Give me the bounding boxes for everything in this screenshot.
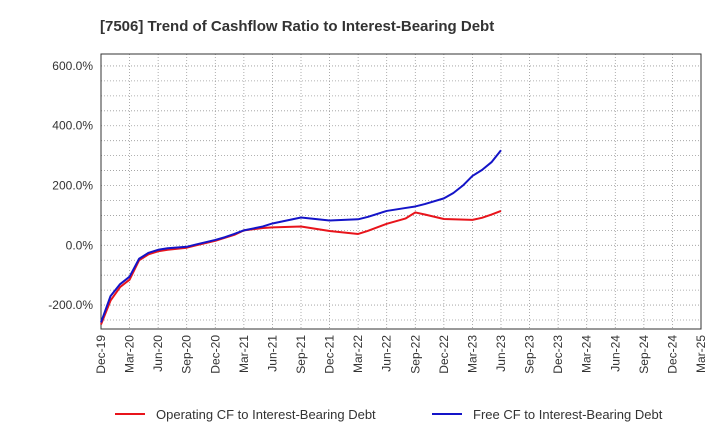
- x-tick-label: Mar-20: [123, 335, 137, 373]
- series-lines: [100, 149, 502, 325]
- x-tick-label: Dec-24: [665, 335, 679, 374]
- x-tick-label: Jun-24: [608, 335, 622, 372]
- x-tick-label: Dec-22: [437, 335, 451, 374]
- x-tick-label: Dec-20: [208, 335, 222, 374]
- x-tick-label: Jun-20: [151, 335, 165, 372]
- x-tick-label: Mar-21: [237, 335, 251, 373]
- legend-label-free-cf: Free CF to Interest-Bearing Debt: [473, 407, 663, 422]
- x-tick-label: Sep-21: [294, 335, 308, 374]
- x-axis-ticks: Dec-19 Mar-20 Jun-20 Sep-20 Dec-20 Mar-21 Jun-…: [94, 335, 708, 374]
- grid-lines: [100, 54, 702, 329]
- legend: Operating CF to Interest-Bearing Debt Fr…: [115, 407, 663, 422]
- y-axis-ticks: -200.0% 0.0% 200.0% 400.0% 600.0%: [48, 59, 93, 312]
- plot-frame: [100, 53, 702, 330]
- series-line-free-cf: [100, 149, 502, 323]
- y-tick-label: 600.0%: [52, 59, 93, 73]
- x-tick-label: Dec-21: [323, 335, 337, 374]
- y-tick-label: 200.0%: [52, 179, 93, 193]
- x-tick-label: Sep-20: [180, 335, 194, 374]
- x-tick-label: Sep-24: [637, 335, 651, 374]
- x-tick-label: Dec-19: [94, 335, 108, 374]
- x-tick-label: Jun-22: [380, 335, 394, 372]
- x-tick-label: Sep-23: [523, 335, 537, 374]
- chart-title: [7506] Trend of Cashflow Ratio to Intere…: [100, 18, 494, 35]
- x-tick-label: Sep-22: [408, 335, 422, 374]
- y-tick-label: 0.0%: [66, 238, 94, 252]
- legend-label-operating-cf: Operating CF to Interest-Bearing Debt: [156, 407, 376, 422]
- y-tick-label: 400.0%: [52, 119, 93, 133]
- x-tick-label: Dec-23: [551, 335, 565, 374]
- x-tick-label: Mar-23: [465, 335, 479, 373]
- x-tick-label: Mar-24: [580, 335, 594, 373]
- x-tick-label: Mar-25: [694, 335, 708, 373]
- x-tick-label: Jun-23: [494, 335, 508, 372]
- x-tick-label: Mar-22: [351, 335, 365, 373]
- x-tick-label: Jun-21: [265, 335, 279, 372]
- y-tick-label: -200.0%: [48, 298, 93, 312]
- series-line-operating-cf: [100, 209, 502, 325]
